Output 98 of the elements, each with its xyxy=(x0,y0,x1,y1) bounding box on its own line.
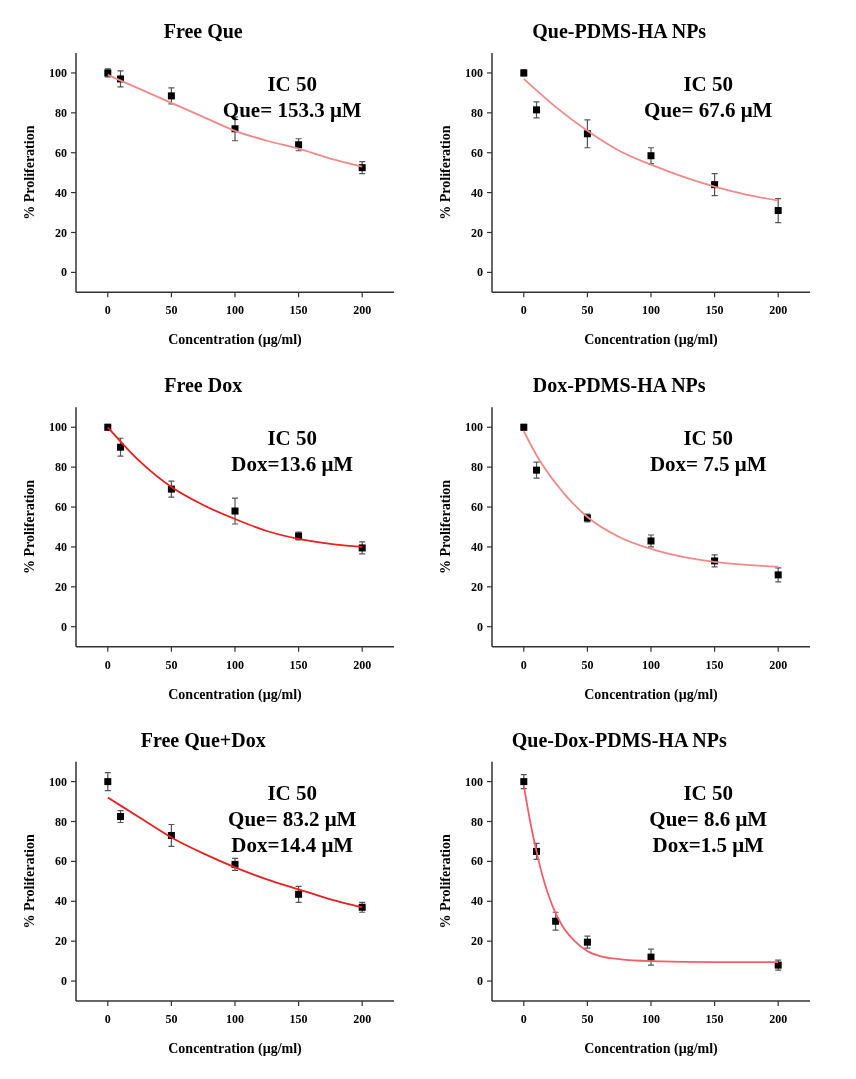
y-tick-label: 40 xyxy=(55,539,67,554)
x-tick-label: 0 xyxy=(520,657,527,672)
x-tick-label: 150 xyxy=(289,657,308,672)
y-tick-label: 40 xyxy=(471,894,483,909)
x-tick-label: 0 xyxy=(104,657,111,672)
x-tick-label: 150 xyxy=(705,657,724,672)
y-axis-title: % Proliferation xyxy=(438,125,453,220)
annotation: Dox=14.4 μM xyxy=(231,832,354,857)
y-tick-label: 100 xyxy=(465,420,483,435)
x-tick-label: 200 xyxy=(353,303,372,318)
annotation: IC 50 xyxy=(683,72,734,96)
y-tick-label: 20 xyxy=(471,579,483,594)
x-axis-title: Concentration (μg/ml) xyxy=(584,1041,719,1057)
x-axis-title: Concentration (μg/ml) xyxy=(584,332,719,349)
y-tick-label: 80 xyxy=(55,105,67,120)
chart-title: Free Dox xyxy=(164,374,243,397)
y-tick-label: 60 xyxy=(471,145,483,160)
y-tick-label: 0 xyxy=(61,619,67,634)
x-tick-label: 50 xyxy=(581,1012,594,1026)
x-tick-label: 200 xyxy=(353,657,372,672)
x-tick-label: 50 xyxy=(581,303,594,318)
y-tick-label: 20 xyxy=(55,934,67,949)
y-axis-title: % Proliferation xyxy=(22,479,37,575)
x-tick-label: 150 xyxy=(289,1012,308,1026)
x-axis-title: Concentration (μg/ml) xyxy=(168,1041,303,1057)
y-axis-title: % Proliferation xyxy=(438,479,453,575)
x-tick-label: 0 xyxy=(104,1012,111,1026)
annotation: IC 50 xyxy=(267,72,318,96)
annotation: IC 50 xyxy=(267,780,318,805)
x-tick-label: 0 xyxy=(520,303,527,318)
x-tick-label: 200 xyxy=(769,303,788,318)
y-axis-title: % Proliferation xyxy=(22,834,37,929)
y-tick-label: 20 xyxy=(55,225,67,240)
y-tick-label: 60 xyxy=(55,854,67,869)
x-tick-label: 100 xyxy=(642,303,660,318)
annotation: Que= 67.6 μM xyxy=(644,98,773,122)
x-tick-label: 200 xyxy=(769,1012,788,1026)
y-tick-label: 40 xyxy=(471,185,483,200)
x-tick-label: 50 xyxy=(165,1012,178,1026)
y-tick-label: 100 xyxy=(465,774,483,789)
y-tick-label: 60 xyxy=(471,500,483,515)
y-tick-label: 20 xyxy=(471,225,483,240)
x-tick-label: 200 xyxy=(769,657,788,672)
x-axis-title: Concentration (μg/ml) xyxy=(168,332,303,349)
x-tick-label: 100 xyxy=(226,657,244,672)
x-tick-label: 100 xyxy=(642,1012,660,1026)
y-tick-label: 60 xyxy=(55,500,67,515)
x-axis-title: Concentration (μg/ml) xyxy=(584,686,719,703)
y-tick-label: 60 xyxy=(471,854,483,869)
annotation: IC 50 xyxy=(683,426,734,451)
y-tick-label: 0 xyxy=(61,974,67,989)
x-tick-label: 150 xyxy=(705,303,724,318)
x-tick-label: 150 xyxy=(705,1012,724,1026)
y-tick-label: 0 xyxy=(477,974,483,989)
x-tick-label: 0 xyxy=(104,303,111,318)
chart-title: Free Que xyxy=(163,20,243,42)
y-tick-label: 40 xyxy=(471,539,483,554)
y-tick-label: 0 xyxy=(477,265,483,280)
x-tick-label: 50 xyxy=(165,657,178,672)
x-tick-label: 0 xyxy=(520,1012,527,1026)
chart-title: Que-PDMS-HA NPs xyxy=(532,20,707,42)
annotation: Que= 8.6 μM xyxy=(649,806,768,831)
x-axis-title: Concentration (μg/ml) xyxy=(168,686,303,703)
y-tick-label: 40 xyxy=(55,894,67,909)
chart-title: Dox-PDMS-HA NPs xyxy=(532,374,706,397)
y-tick-label: 60 xyxy=(55,145,67,160)
annotation: Que= 83.2 μM xyxy=(228,806,357,831)
x-tick-label: 50 xyxy=(581,657,594,672)
annotation: IC 50 xyxy=(683,780,734,805)
y-tick-label: 80 xyxy=(55,814,67,829)
chart-title: Free Que+Dox xyxy=(140,728,266,751)
x-tick-label: 100 xyxy=(226,303,244,318)
y-tick-label: 80 xyxy=(471,105,483,120)
x-tick-label: 100 xyxy=(226,1012,244,1026)
y-tick-label: 80 xyxy=(471,460,483,475)
y-tick-label: 80 xyxy=(55,460,67,475)
y-tick-label: 0 xyxy=(61,265,67,280)
y-tick-label: 20 xyxy=(55,579,67,594)
annotation: Dox=13.6 μM xyxy=(231,452,354,477)
annotation: IC 50 xyxy=(267,426,318,451)
x-tick-label: 150 xyxy=(289,303,308,318)
y-axis-title: % Proliferation xyxy=(438,834,453,929)
y-tick-label: 40 xyxy=(55,185,67,200)
y-tick-label: 20 xyxy=(471,934,483,949)
annotation: Dox= 7.5 μM xyxy=(649,452,767,477)
x-tick-label: 50 xyxy=(165,303,178,318)
annotation: Que= 153.3 μM xyxy=(222,98,362,122)
y-tick-label: 100 xyxy=(49,420,67,435)
y-tick-label: 100 xyxy=(49,774,67,789)
y-tick-label: 100 xyxy=(49,65,67,80)
x-tick-label: 100 xyxy=(642,657,660,672)
y-tick-label: 0 xyxy=(477,619,483,634)
chart-title: Que-Dox-PDMS-HA NPs xyxy=(511,728,727,751)
y-tick-label: 80 xyxy=(471,814,483,829)
x-tick-label: 200 xyxy=(353,1012,372,1026)
y-tick-label: 100 xyxy=(465,65,483,80)
y-axis-title: % Proliferation xyxy=(22,125,37,220)
annotation: Dox=1.5 μM xyxy=(652,832,765,857)
